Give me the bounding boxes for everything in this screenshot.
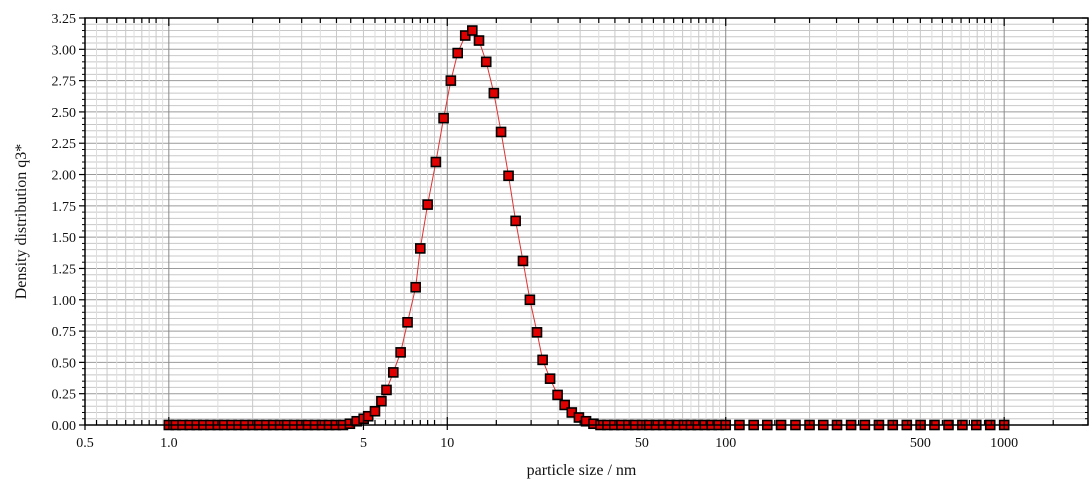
- y-tick-label: 1.25: [52, 262, 77, 277]
- data-point: [388, 367, 399, 378]
- y-tick-label: 2.25: [52, 137, 77, 152]
- data-point: [531, 327, 543, 338]
- data-point: [376, 395, 387, 407]
- y-tick-label: 3.00: [52, 43, 77, 58]
- y-tick-label: 0.25: [52, 388, 77, 403]
- y-tick-label: 1.50: [52, 231, 77, 246]
- data-point: [395, 347, 406, 358]
- data-point: [488, 87, 500, 99]
- y-tick-label: 2.50: [52, 106, 77, 121]
- data-point: [480, 56, 492, 68]
- data-point: [445, 75, 457, 86]
- x-tick-label: 1000: [990, 436, 1018, 451]
- x-tick-label: 10: [440, 436, 454, 451]
- data-point: [537, 354, 548, 366]
- data-point: [517, 255, 529, 267]
- x-tick-label: 1.0: [160, 436, 178, 451]
- data-point: [559, 399, 570, 411]
- y-tick-label: 0.75: [52, 325, 77, 340]
- x-tick-label: 500: [910, 436, 931, 451]
- data-point: [467, 25, 478, 36]
- data-point: [410, 281, 421, 293]
- tick-labels: 0.00 0.25 0.50 0.75 1.00 1.25 1.50 1.75 2.00 2.25…: [52, 12, 1019, 451]
- data-point: [369, 405, 381, 417]
- grid: [84, 17, 1089, 426]
- y-axis-title: Density distribution q3*: [13, 144, 30, 300]
- data-point: [422, 199, 433, 210]
- y-tick-label: 2.75: [52, 75, 77, 90]
- data-point: [552, 389, 563, 401]
- data-point: [430, 156, 442, 168]
- y-tick-label: 1.00: [52, 294, 77, 309]
- data-point: [414, 243, 426, 254]
- data-point: [452, 47, 463, 59]
- series-line: [168, 29, 1005, 426]
- y-tick-label: 3.25: [52, 12, 77, 27]
- x-tick-label: 100: [715, 436, 736, 451]
- data-point: [495, 126, 507, 138]
- x-tick-label: 5: [360, 436, 367, 451]
- data-point: [510, 215, 521, 227]
- x-tick-label: 50: [635, 436, 649, 451]
- axes: [79, 17, 1089, 430]
- plot-frame: [84, 17, 1089, 426]
- y-tick-label: 0.00: [52, 419, 77, 434]
- x-axis-title: particle size / nm: [527, 462, 637, 479]
- data-point: [524, 294, 536, 306]
- data-point: [402, 317, 413, 328]
- series-line-path: [168, 29, 1005, 426]
- y-tick-label: 2.00: [52, 169, 77, 184]
- data-point: [544, 373, 556, 384]
- data-point: [503, 170, 514, 182]
- data-point: [381, 384, 392, 396]
- data-point: [438, 112, 449, 124]
- data-point: [473, 35, 485, 46]
- y-tick-label: 0.50: [52, 356, 77, 371]
- x-tick-label: 0.5: [76, 436, 94, 451]
- y-tick-label: 1.75: [52, 200, 77, 215]
